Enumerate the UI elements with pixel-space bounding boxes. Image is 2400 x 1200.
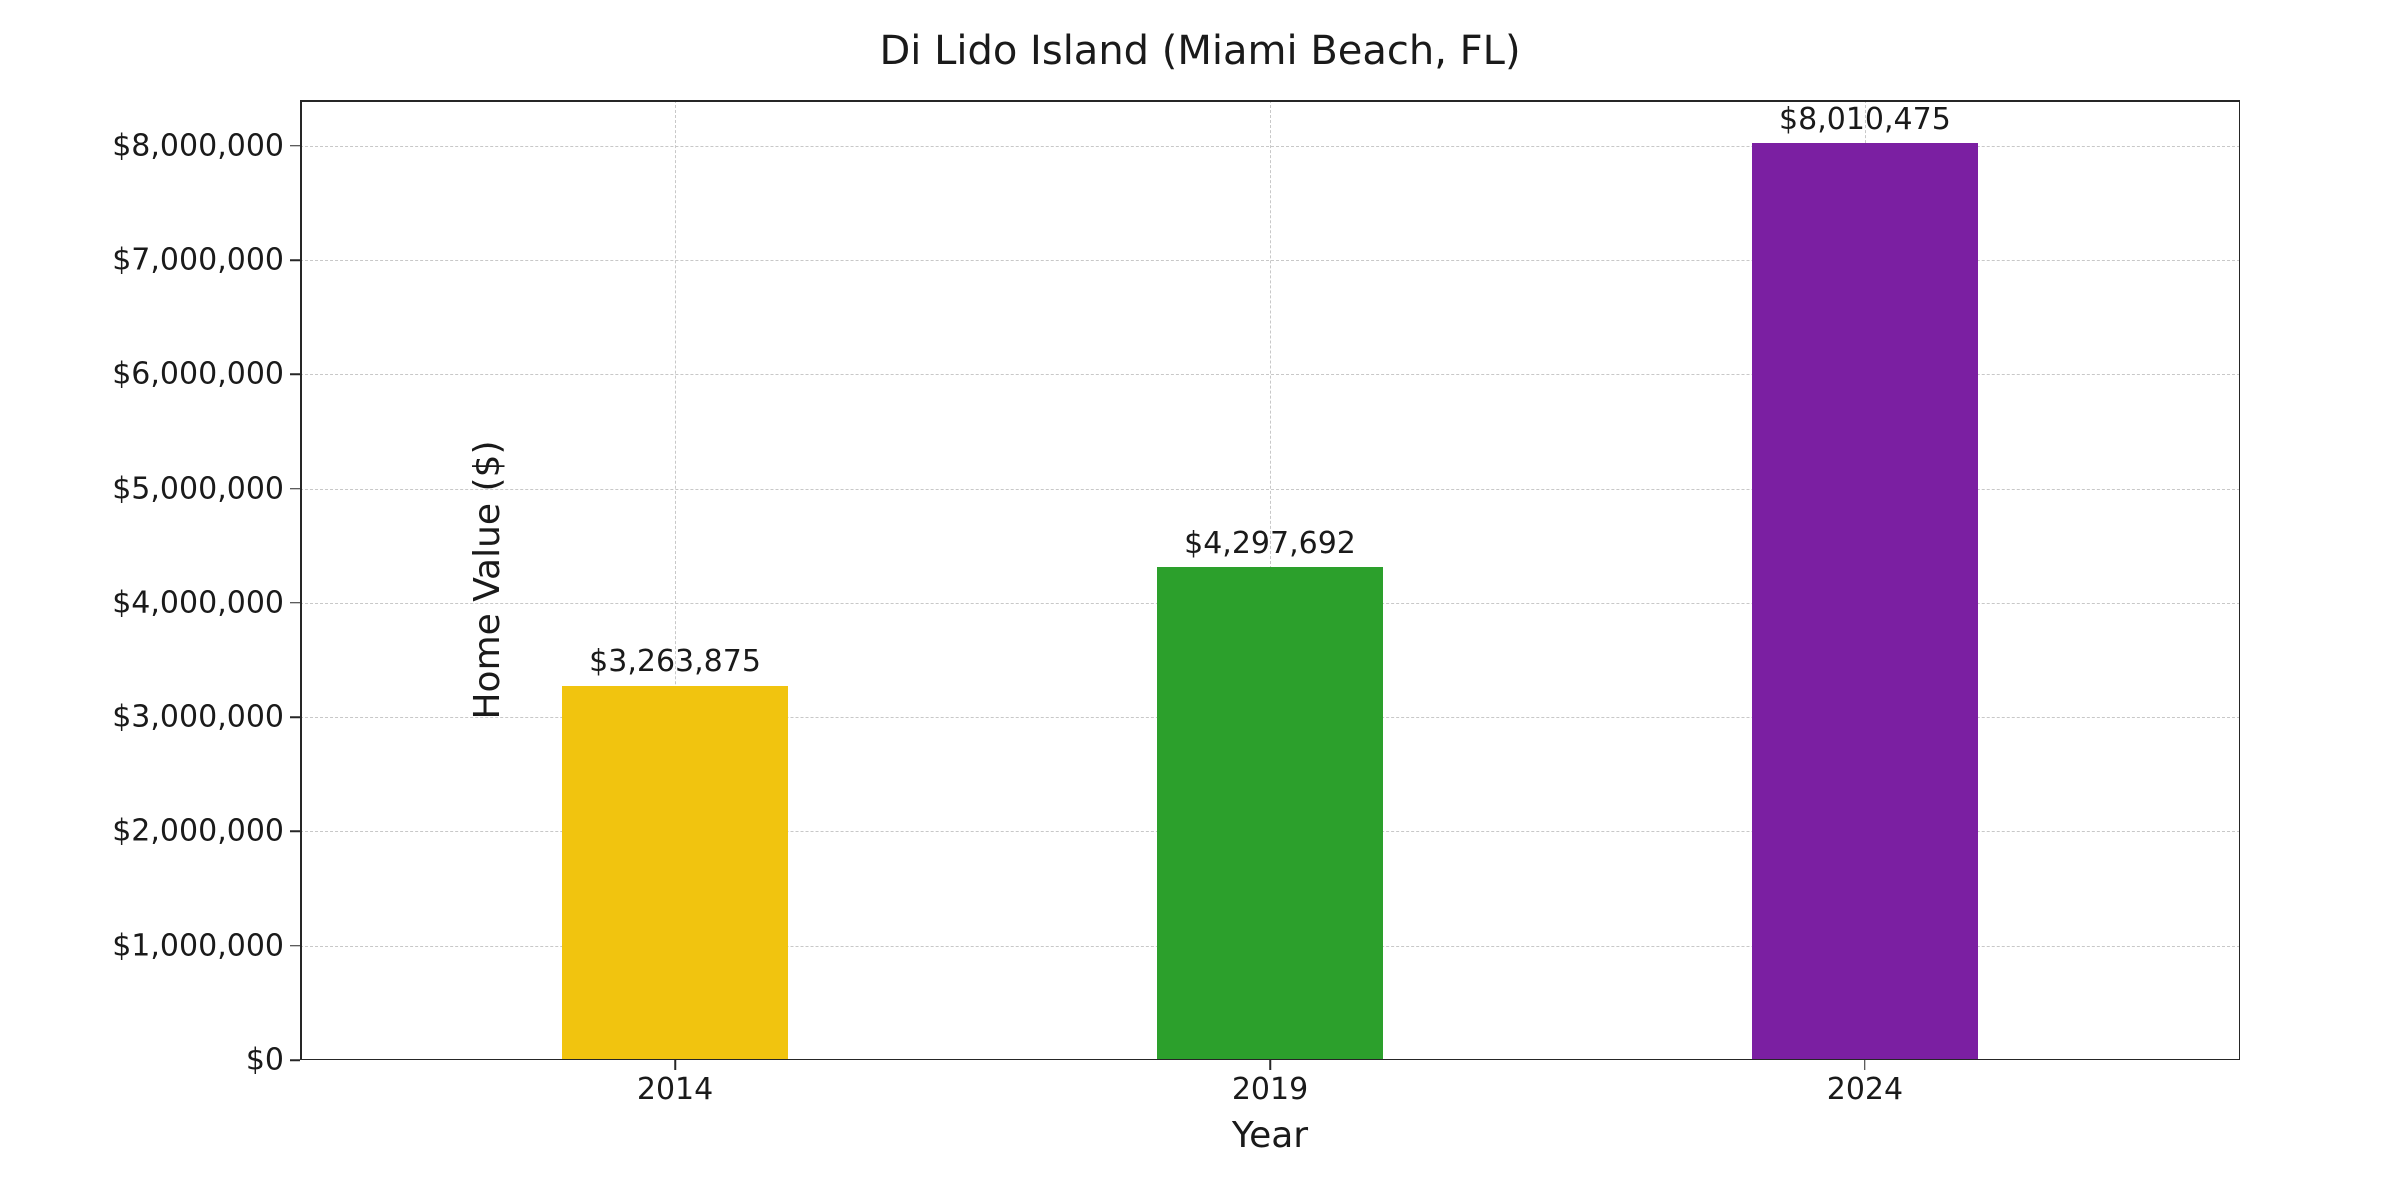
y-tick-label: $0 (246, 1043, 284, 1078)
bar (1157, 567, 1383, 1058)
x-tick-label: 2019 (1232, 1072, 1308, 1107)
y-tick-mark (290, 145, 300, 147)
chart-title: Di Lido Island (Miami Beach, FL) (0, 28, 2400, 74)
y-tick-label: $1,000,000 (112, 928, 284, 963)
axis-spine-right (2239, 100, 2241, 1060)
axis-spine-left (300, 100, 302, 1060)
y-tick-mark (290, 1059, 300, 1061)
plot-area: Home Value ($) Year 2014$3,263,8752019$4… (300, 100, 2240, 1060)
y-tick-label: $2,000,000 (112, 814, 284, 849)
bar (1752, 143, 1978, 1058)
bar-value-label: $4,297,692 (1184, 526, 1356, 569)
y-tick-label: $8,000,000 (112, 128, 284, 163)
x-tick-mark (1269, 1060, 1271, 1070)
axis-spine-top (300, 100, 2240, 102)
axis-spine-bottom (300, 1059, 2240, 1061)
y-tick-mark (290, 374, 300, 376)
y-tick-mark (290, 716, 300, 718)
x-tick-label: 2014 (637, 1072, 713, 1107)
y-tick-label: $6,000,000 (112, 357, 284, 392)
bar-value-label: $8,010,475 (1779, 102, 1951, 145)
bar-value-label: $3,263,875 (589, 644, 761, 687)
y-tick-mark (290, 259, 300, 261)
bar (562, 686, 788, 1059)
x-tick-mark (1864, 1060, 1866, 1070)
y-tick-mark (290, 488, 300, 490)
x-tick-label: 2024 (1827, 1072, 1903, 1107)
x-tick-mark (674, 1060, 676, 1070)
y-tick-mark (290, 945, 300, 947)
y-tick-label: $4,000,000 (112, 585, 284, 620)
y-tick-mark (290, 602, 300, 604)
y-axis-label: Home Value ($) (467, 440, 508, 719)
y-tick-label: $7,000,000 (112, 243, 284, 278)
y-tick-mark (290, 831, 300, 833)
x-axis-label: Year (1232, 1115, 1308, 1156)
y-tick-label: $3,000,000 (112, 700, 284, 735)
y-tick-label: $5,000,000 (112, 471, 284, 506)
chart-container: Di Lido Island (Miami Beach, FL) Home Va… (0, 0, 2400, 1200)
